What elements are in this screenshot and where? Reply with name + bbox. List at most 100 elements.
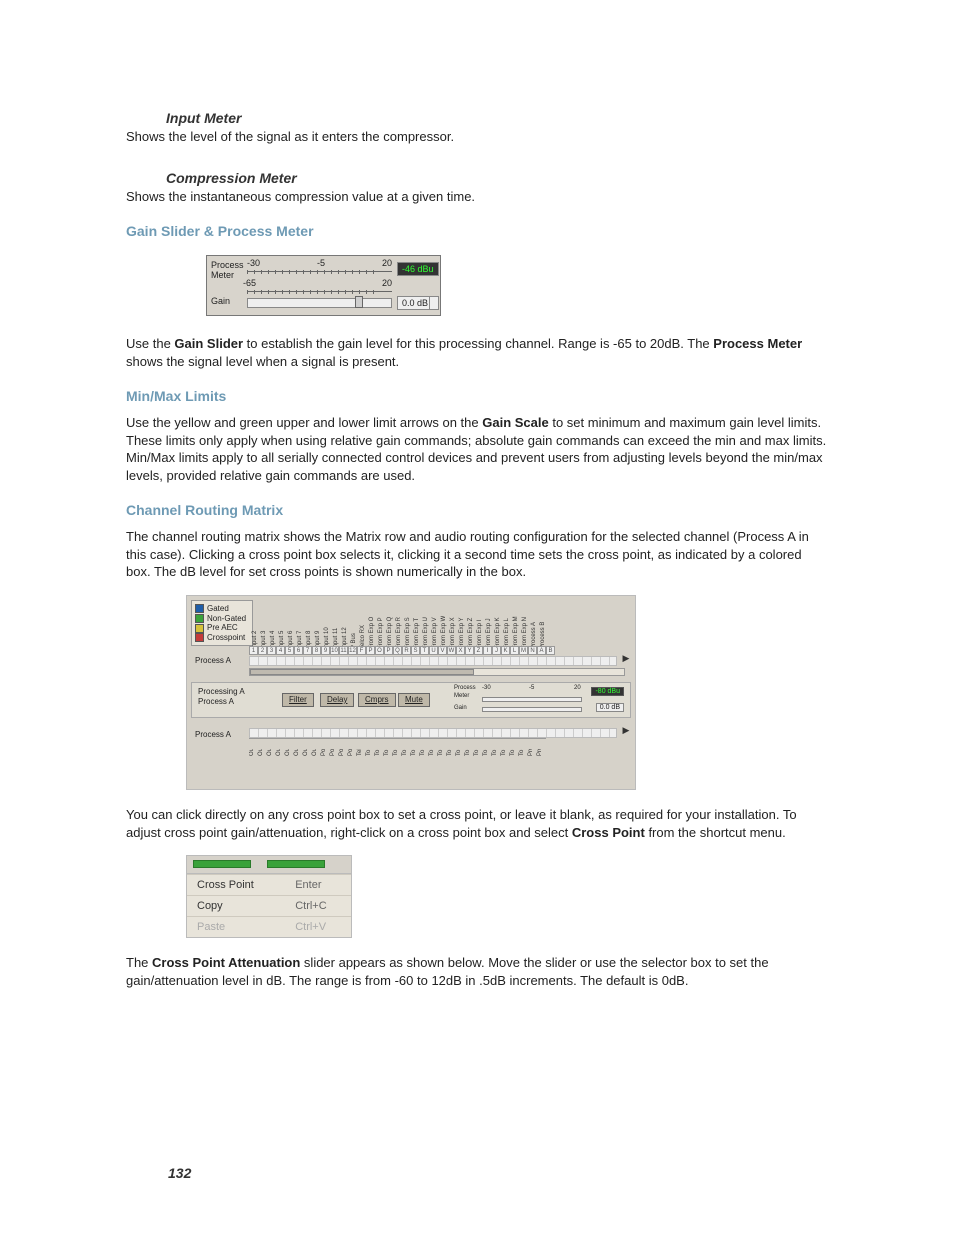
matrix-header-cell: To Exp K <box>492 749 498 756</box>
matrix-header-cell: 7 <box>303 646 312 655</box>
matrix-header-cell: R <box>402 646 411 655</box>
text-fragment: Use the yellow and green upper and lower… <box>126 415 482 430</box>
menu-label: Copy <box>187 896 285 917</box>
matrix-header-cell: To Exp X <box>447 749 453 756</box>
process-label: Process <box>211 260 244 270</box>
minmax-heading: Min/Max Limits <box>126 388 828 404</box>
matrix-header-cell: To Exp T <box>411 749 417 756</box>
matrix-header-cell: K <box>501 646 510 655</box>
matrix-header-cell: PowerAmp 1 <box>321 749 327 756</box>
matrix-header-cell: N <box>528 646 537 655</box>
routing-para3: The Cross Point Attenuation slider appea… <box>126 954 828 989</box>
gain-slider-para: Use the Gain Slider to establish the gai… <box>126 335 828 370</box>
matrix-header-cell: P <box>366 646 375 655</box>
mini-scale-l: -30 <box>482 685 491 691</box>
gain-meter-ticks <box>247 286 392 292</box>
matrix-crosspoint-row-bot[interactable] <box>249 728 617 738</box>
matrix-header-cell: Process B <box>537 749 543 756</box>
matrix-header-cell: Output 7 <box>303 749 309 756</box>
matrix-header-cell: Output 3 <box>267 749 273 756</box>
matrix-row-label-bot: Process A <box>195 730 231 739</box>
matrix-header-cell: To Exp Q <box>384 749 390 756</box>
matrix-header-cell: To Exp V <box>429 749 435 756</box>
mute-button[interactable]: Mute <box>398 693 430 707</box>
routing-matrix-figure: Gated Non-Gated Pre AEC Crosspoint Input… <box>186 595 636 790</box>
matrix-header-cell: U <box>429 646 438 655</box>
filter-button[interactable]: Filter <box>282 693 314 707</box>
gain-spinner[interactable] <box>429 296 439 310</box>
compress-button[interactable]: Cmprs <box>358 693 396 707</box>
matrix-header-cell: 1 <box>249 646 258 655</box>
matrix-header-cell: PowerAmp 4 <box>348 749 354 756</box>
matrix-top-headers: Input 1Input 2Input 3Input 4Input 5Input… <box>249 616 625 646</box>
matrix-header-cell: Output 8 <box>312 749 318 756</box>
matrix-scrollbar-top[interactable] <box>249 668 625 676</box>
matrix-mid-bar: Processing A Process A Filter Delay Cmpr… <box>191 682 631 718</box>
matrix-header-cell: Output 1 <box>249 749 255 756</box>
context-menu-titlebar <box>187 856 351 874</box>
mini-gain-panel: Process Meter Gain -30 -5 20 -80 dBu 0.0… <box>454 685 624 715</box>
text-fragment: shows the signal level when a signal is … <box>126 354 399 369</box>
matrix-header-cell: To Exp U <box>420 749 426 756</box>
text-fragment: The <box>126 955 152 970</box>
matrix-header-cell: T <box>420 646 429 655</box>
matrix-header-cell: B <box>546 646 555 655</box>
menu-item-copy[interactable]: Copy Ctrl+C <box>187 896 351 917</box>
text-fragment: from the shortcut menu. <box>645 825 786 840</box>
routing-heading: Channel Routing Matrix <box>126 502 828 518</box>
text-bold: Gain Slider <box>174 336 243 351</box>
text-bold: Process Meter <box>713 336 802 351</box>
gain-slider-thumb[interactable] <box>355 296 363 308</box>
scroll-right-icon[interactable]: ▶ <box>621 654 631 664</box>
matrix-header-cell: PowerAmp 2 <box>330 749 336 756</box>
mini-gain-track[interactable] <box>482 707 582 712</box>
scroll-right-icon[interactable]: ▶ <box>621 726 631 736</box>
input-meter-body: Shows the level of the signal as it ente… <box>126 128 828 146</box>
gain-label: Gain <box>211 296 230 306</box>
matrix-bot-headers: Output 1Output 2Output 3Output 4Output 5… <box>249 749 617 787</box>
matrix-header-cell: Output 4 <box>276 749 282 756</box>
mini-scale-r: 20 <box>574 685 581 691</box>
matrix-header-cell: To Exp Y <box>456 749 462 756</box>
matrix-header-cell: W <box>447 646 456 655</box>
matrix-header-cell: To Exp L <box>501 749 507 756</box>
page-number: 132 <box>168 1165 191 1181</box>
input-meter-heading: Input Meter <box>166 110 828 126</box>
legend-crosspoint: Crosspoint <box>195 633 246 643</box>
minmax-para: Use the yellow and green upper and lower… <box>126 414 828 484</box>
matrix-top-numbers: 123456789101112FPOPQRSTUVWXYZIJKLMNAB <box>249 646 617 656</box>
menu-label: Cross Point <box>187 875 285 896</box>
matrix-header-cell: O <box>375 646 384 655</box>
matrix-header-cell: To Exp R <box>393 749 399 756</box>
mini-meter-track <box>482 697 582 702</box>
gain-slider-heading: Gain Slider & Process Meter <box>126 223 828 239</box>
text-bold: Gain Scale <box>482 415 548 430</box>
process-scale-ticks <box>247 266 392 272</box>
gain-readout: 0.0 dB <box>397 296 433 310</box>
matrix-crosspoint-row-top[interactable] <box>249 656 617 666</box>
mini-process-label: Process <box>454 685 476 691</box>
delay-button[interactable]: Delay <box>320 693 354 707</box>
matrix-header-cell: M <box>519 646 528 655</box>
matrix-header-cell: To Exp M <box>510 749 516 756</box>
text-bold: Cross Point <box>572 825 645 840</box>
menu-shortcut: Ctrl+V <box>285 917 351 938</box>
routing-para1: The channel routing matrix shows the Mat… <box>126 528 828 581</box>
matrix-header-cell: Q <box>393 646 402 655</box>
matrix-header-cell: To Exp S <box>402 749 408 756</box>
matrix-header-cell: 3 <box>267 646 276 655</box>
matrix-header-cell: To Exp Z <box>465 749 471 756</box>
mini-gain-label: Gain <box>454 705 467 711</box>
matrix-header-cell: 4 <box>276 646 285 655</box>
menu-item-crosspoint[interactable]: Cross Point Enter <box>187 875 351 896</box>
menu-label: Paste <box>187 917 285 938</box>
matrix-header-cell: Z <box>474 646 483 655</box>
menu-item-paste: Paste Ctrl+V <box>187 917 351 938</box>
matrix-header-cell: P <box>384 646 393 655</box>
compression-meter-heading: Compression Meter <box>166 170 828 186</box>
matrix-header-cell: Y <box>465 646 474 655</box>
matrix-row-label-top: Process A <box>195 656 231 665</box>
gain-slider-track[interactable] <box>247 298 392 308</box>
legend-pre-aec: Pre AEC <box>195 623 246 633</box>
matrix-header-cell: Output 2 <box>258 749 264 756</box>
